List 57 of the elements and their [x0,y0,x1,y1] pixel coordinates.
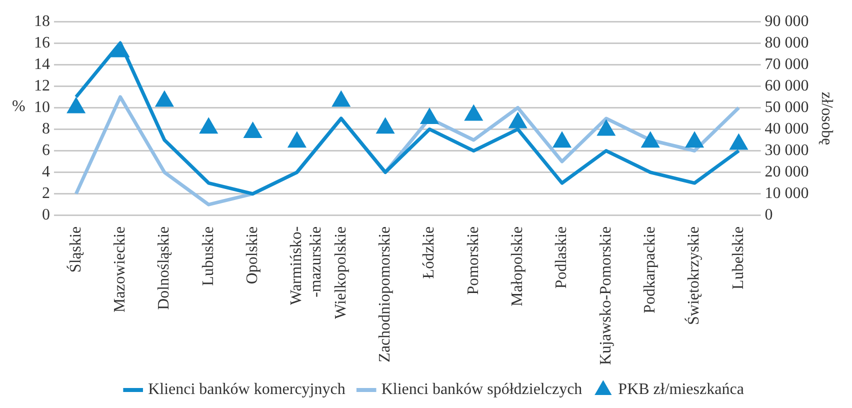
point [597,120,616,136]
x-tick-label: Kujawsko-Pomorskie [597,226,614,365]
x-tick-label: Dolnośląskie [156,226,173,310]
point [508,112,527,128]
y-tick-label: 2 [42,185,50,202]
y2-tick-label: 70 000 [764,56,809,73]
y2-tick-label: 10 000 [764,185,809,202]
y2-axis-title: zł/osobę [818,92,836,146]
x-tick-label: Łódzkie [420,226,438,279]
point [332,90,350,107]
y2-tick-label: 40 000 [764,120,809,138]
x-tick-label: Opolskie [244,226,261,284]
legend-label: Klienci banków spółdzielczych [381,381,582,398]
x-tick-label: Wielkopolskie [332,226,350,320]
x-tick-label: Świętokrzyskie [684,226,703,325]
y-tick-label: 8 [42,120,50,138]
point [730,134,748,150]
y-tick-label: 18 [34,12,50,30]
legend-label: PKB zł/mieszkańca [618,381,744,398]
point [199,118,218,134]
point [288,132,306,148]
y2-tick-label: 80 000 [764,34,809,52]
point [420,108,439,124]
y2-tick-label: 90 000 [764,12,809,30]
x-tick-label: Warmińsko- -mazurskie [288,226,324,306]
point [685,132,704,148]
y-tick-label: 14 [34,56,50,73]
x-tick-label: Lubuskie [200,226,217,286]
x-tick-label: Małopolskie [509,226,526,306]
x-tick-label: Podlaskie [553,226,570,289]
y-tick-label: 6 [42,142,50,159]
point [66,97,86,114]
x-tick-label: Lubelskie [730,226,747,290]
y-tick-label: 10 [34,98,50,116]
y2-tick-label: 60 000 [764,77,809,94]
x-tick-label: Podkarpackie [642,226,659,314]
point [244,122,262,138]
point [376,118,394,134]
y2-tick-label: 0 [764,206,773,224]
y-tick-label: 16 [34,34,50,52]
y-tick-label: 0 [42,206,50,224]
point [641,132,660,148]
y2-tick-label: 50 000 [764,98,809,116]
x-tick-label: Śląskie [66,226,84,273]
point [155,90,174,107]
y-tick-label: 12 [34,77,50,94]
x-tick-label: Pomorskie [464,226,482,295]
legend-label: Klienci banków komercyjnych [148,381,346,398]
y2-tick-label: 30 000 [764,142,809,159]
y-axis-title: % [12,98,26,116]
y2-tick-label: 20 000 [764,163,809,180]
point [552,132,572,148]
y-tick-label: 4 [42,163,50,180]
x-tick-label: Zachodniopomorskie [376,226,394,362]
x-tick-label: Mazowieckie [111,226,128,313]
point [111,41,130,58]
point [464,104,483,121]
